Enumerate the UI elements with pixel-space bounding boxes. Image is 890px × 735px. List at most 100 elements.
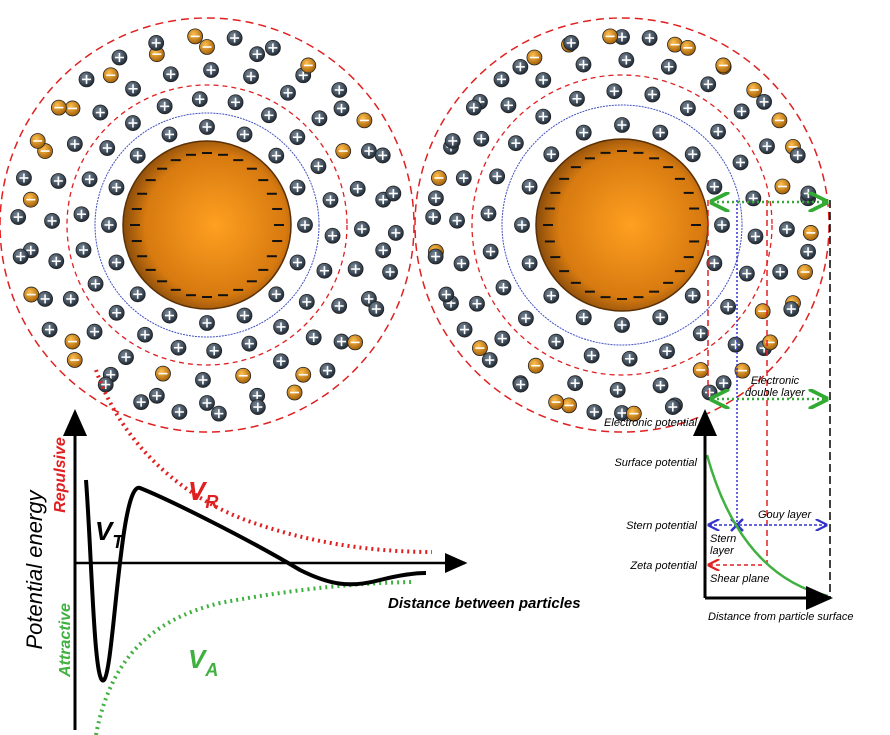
anion [549, 395, 564, 410]
cation [290, 180, 305, 195]
cation [707, 179, 722, 194]
cation [250, 47, 265, 62]
cation [244, 69, 259, 84]
cation [734, 104, 749, 119]
cation [109, 180, 124, 195]
cation [457, 322, 472, 337]
cation [299, 294, 314, 309]
cation [45, 213, 60, 228]
cation [149, 35, 164, 50]
cation [622, 351, 637, 366]
anion [775, 179, 790, 194]
cation [716, 376, 731, 391]
cation [261, 108, 276, 123]
cation [102, 218, 117, 233]
cation [490, 169, 505, 184]
cation [290, 130, 305, 145]
cation [496, 280, 511, 295]
cation [518, 311, 533, 326]
cation [454, 256, 469, 271]
label-line: Electronic [751, 375, 800, 387]
label-line: double layer [745, 387, 806, 399]
cation [428, 191, 443, 206]
cation [334, 101, 349, 116]
cation [642, 31, 657, 46]
cation [610, 382, 625, 397]
cation [306, 330, 321, 345]
cation [693, 326, 708, 341]
cation [334, 334, 349, 349]
cation [779, 222, 794, 237]
anion [528, 358, 543, 373]
anion [301, 58, 316, 73]
anion [667, 37, 682, 52]
anion [603, 29, 618, 44]
cation [112, 50, 127, 65]
cation [456, 171, 471, 186]
anion [562, 398, 577, 413]
anion [348, 335, 363, 350]
cation [665, 400, 680, 415]
cation [661, 59, 676, 74]
cation [474, 131, 489, 146]
cation [564, 35, 579, 50]
cation [376, 243, 391, 258]
cation [513, 59, 528, 74]
cation [119, 350, 134, 365]
cation [138, 327, 153, 342]
y-axis-label: Potential energy [22, 489, 47, 650]
cation [195, 372, 210, 387]
cation [332, 298, 347, 313]
cation [192, 92, 207, 107]
cation [204, 63, 219, 78]
anion [693, 363, 708, 378]
cation [79, 72, 94, 87]
cation [445, 133, 460, 148]
anion [296, 367, 311, 382]
label-line: layer [710, 545, 735, 557]
cation [76, 243, 91, 258]
cation [584, 348, 599, 363]
cation [200, 396, 215, 411]
cation [51, 173, 66, 188]
cation [369, 302, 384, 317]
cation [481, 206, 496, 221]
attractive-curve [96, 582, 412, 735]
cation [200, 120, 215, 135]
particle-core [536, 139, 708, 311]
cation [93, 105, 108, 120]
cation [171, 340, 186, 355]
cation [439, 287, 454, 302]
cation [707, 256, 722, 271]
cation [42, 322, 57, 337]
label-line: Stern [710, 533, 736, 545]
cation [109, 255, 124, 270]
cation [508, 136, 523, 151]
va-label: VA [188, 644, 218, 680]
x-axis-label: Distance from particle surface [708, 611, 854, 623]
cation [653, 310, 668, 325]
cation [587, 404, 602, 419]
vt-label: VT [95, 516, 125, 552]
cation [280, 85, 295, 100]
cation [227, 31, 242, 46]
anion [30, 133, 45, 148]
cation [773, 264, 788, 279]
anion [798, 265, 813, 280]
cation [544, 288, 559, 303]
cation [748, 229, 763, 244]
cation [576, 57, 591, 72]
cation [501, 98, 516, 113]
cation [130, 148, 145, 163]
diagram: Potential energy Repulsive Attractive Di… [0, 0, 890, 735]
cation [469, 296, 484, 311]
anion [747, 82, 762, 97]
vr-label: VR [188, 476, 218, 512]
cation [576, 125, 591, 140]
cation [49, 254, 64, 269]
potential-label: Zeta potential [629, 560, 697, 572]
anion [200, 40, 215, 55]
anion [755, 304, 770, 319]
cation [250, 400, 265, 415]
